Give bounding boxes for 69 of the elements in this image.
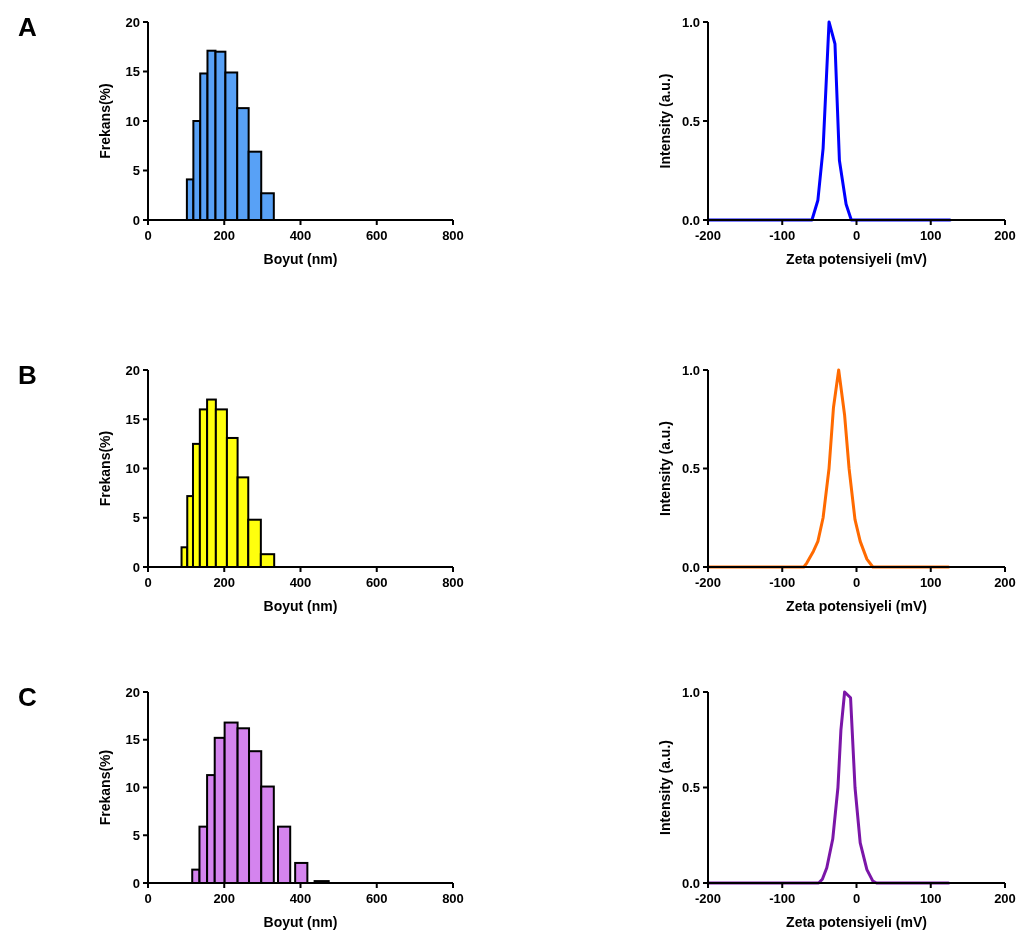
- x-tick-label: -200: [694, 891, 722, 906]
- y-tick-label: 5: [132, 510, 140, 526]
- y-tick-label: 20: [125, 362, 140, 378]
- x-tick-label: 200: [994, 575, 1016, 590]
- x-tick-label: 200: [994, 891, 1016, 906]
- x-axis-title: Boyut (nm): [263, 251, 338, 267]
- x-tick-label: -100: [769, 575, 796, 590]
- y-tick-label: 15: [125, 411, 140, 427]
- y-tick-label: 15: [125, 732, 140, 748]
- x-tick-label: 200: [213, 228, 236, 243]
- text: A: [18, 12, 37, 42]
- y-axis-title: Intensity (a.u.): [657, 73, 673, 169]
- x-axis-title: Zeta potensiyeli (mV): [786, 598, 927, 614]
- y-tick-label: 1.0: [681, 14, 700, 30]
- y-tick-label: 0.5: [681, 780, 700, 795]
- x-tick-label: 0: [852, 228, 861, 243]
- y-axis-title: Intensity (a.u.): [657, 740, 673, 835]
- y-tick-label: 0.0: [681, 559, 700, 575]
- y-tick-label: 0.5: [681, 461, 700, 476]
- x-tick-label: 0: [144, 891, 152, 906]
- x-tick-label: 800: [442, 228, 464, 243]
- y-axis-title: Frekans(%): [97, 430, 113, 507]
- y-axis-title: Intensity (a.u.): [657, 421, 673, 516]
- y-tick-label: 10: [125, 461, 140, 476]
- x-tick-label: 800: [442, 891, 464, 906]
- y-tick-label: 0: [132, 875, 140, 891]
- y-tick-label: 10: [125, 113, 140, 129]
- x-tick-label: 400: [289, 891, 312, 906]
- y-tick-label: 0.5: [681, 113, 700, 129]
- x-tick-label: 0: [144, 575, 152, 590]
- x-tick-label: 100: [919, 891, 942, 906]
- y-tick-label: 5: [132, 827, 140, 843]
- y-tick-label: 0: [132, 559, 140, 575]
- text: C: [18, 682, 37, 712]
- x-tick-label: 400: [289, 228, 312, 243]
- x-axis-title: Zeta potensiyeli (mV): [786, 251, 927, 267]
- x-axis-title: Boyut (nm): [263, 598, 338, 614]
- y-tick-label: 5: [132, 163, 140, 178]
- y-tick-label: 0.0: [681, 875, 700, 891]
- x-tick-label: 600: [365, 891, 388, 906]
- y-axis-title: Frekans(%): [97, 749, 113, 826]
- x-tick-label: 100: [919, 228, 942, 243]
- x-tick-label: 0: [852, 575, 861, 590]
- x-tick-label: 0: [852, 891, 861, 906]
- x-tick-label: 100: [919, 575, 942, 590]
- x-tick-label: 400: [289, 575, 312, 590]
- x-tick-label: -200: [694, 575, 722, 590]
- x-tick-label: -100: [769, 891, 796, 906]
- y-tick-label: 0.0: [681, 212, 700, 228]
- y-tick-label: 10: [125, 780, 140, 795]
- y-tick-label: 0: [132, 212, 140, 228]
- y-tick-label: 20: [125, 684, 140, 700]
- x-tick-label: 200: [994, 228, 1016, 243]
- y-tick-label: 1.0: [681, 684, 700, 700]
- y-tick-label: 15: [125, 64, 140, 79]
- x-axis-title: Boyut (nm): [263, 914, 338, 930]
- x-tick-label: 0: [144, 228, 152, 243]
- text: B: [18, 360, 37, 390]
- y-tick-label: 20: [125, 14, 140, 30]
- x-tick-label: -200: [694, 228, 722, 243]
- y-tick-label: 1.0: [681, 362, 700, 378]
- x-tick-label: 200: [213, 891, 236, 906]
- x-tick-label: 800: [442, 575, 464, 590]
- x-tick-label: 600: [365, 228, 388, 243]
- x-tick-label: 200: [213, 575, 236, 590]
- y-axis-title: Frekans(%): [97, 83, 113, 159]
- x-tick-label: 600: [365, 575, 388, 590]
- x-tick-label: -100: [769, 228, 796, 243]
- x-axis-title: Zeta potensiyeli (mV): [786, 914, 927, 930]
